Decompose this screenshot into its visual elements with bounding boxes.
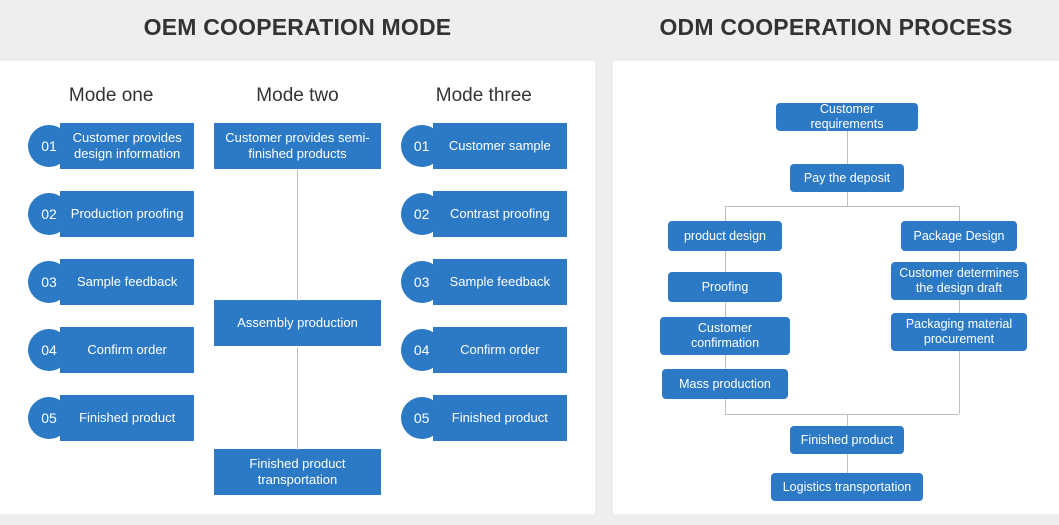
m3-num-1: 01	[401, 125, 443, 167]
m1-step-4: 04Confirm order	[28, 327, 194, 373]
m1-step-3: 03Sample feedback	[28, 259, 194, 305]
flow-edge-1	[847, 192, 848, 206]
m3-num-2: 02	[401, 193, 443, 235]
page-container: OEM COOPERATION MODE Mode one 01Customer…	[0, 0, 1059, 525]
odm-flowchart: Customer requirements Pay the deposit prod…	[613, 61, 1059, 514]
m1-box-3: Sample feedback	[60, 259, 194, 305]
oem-card: Mode one 01Customer provides design info…	[0, 61, 595, 514]
m1-step-2: 02Production proofing	[28, 191, 194, 237]
flow-edge-11	[959, 351, 960, 414]
m1-num-5: 05	[28, 397, 70, 439]
flow-node-pmp: Packaging material procurement	[891, 313, 1027, 351]
flow-edge-10	[959, 300, 960, 313]
m1-step-5: 05Finished product	[28, 395, 194, 441]
flow-node-cc: Customer confirmation	[660, 317, 790, 355]
mode-three-title: Mode three	[401, 85, 567, 107]
m1-num-2: 02	[28, 193, 70, 235]
mode-three-col: Mode three 01Customer sample 02Contrast …	[401, 85, 567, 514]
m3-box-3: Sample feedback	[433, 259, 567, 305]
flow-node-req: Customer requirements	[776, 103, 918, 131]
m3-box-5: Finished product	[433, 395, 567, 441]
oem-panel: OEM COOPERATION MODE Mode one 01Customer…	[0, 0, 595, 525]
oem-title: OEM COOPERATION MODE	[0, 0, 595, 61]
m2-box-3: Finished product transportation	[214, 449, 380, 495]
m2-conn-2	[297, 347, 298, 450]
flow-node-dep: Pay the deposit	[790, 164, 904, 192]
flow-node-prf: Proofing	[668, 272, 782, 302]
mode-two-col: Mode two Customer provides semi-finished…	[214, 85, 380, 514]
m2-box-2: Assembly production	[214, 300, 380, 346]
mode-one-col: Mode one 01Customer provides design info…	[28, 85, 194, 514]
m1-step-1: 01Customer provides design information	[28, 123, 194, 169]
flow-edge-5	[725, 251, 726, 272]
flow-edge-14	[847, 454, 848, 473]
mode-two-title: Mode two	[214, 85, 380, 107]
m1-num-4: 04	[28, 329, 70, 371]
flow-node-cdd: Customer determines the design draft	[891, 262, 1027, 300]
flow-edge-13	[847, 414, 848, 426]
flow-node-mp: Mass production	[662, 369, 788, 399]
m1-box-1: Customer provides design information	[60, 123, 194, 169]
m3-num-3: 03	[401, 261, 443, 303]
flow-edge-12	[725, 414, 959, 415]
m3-step-2: 02Contrast proofing	[401, 191, 567, 237]
m1-box-5: Finished product	[60, 395, 194, 441]
m2-conn-1	[297, 170, 298, 301]
m3-box-2: Contrast proofing	[433, 191, 567, 237]
m1-box-2: Production proofing	[60, 191, 194, 237]
mode-one-title: Mode one	[28, 85, 194, 107]
odm-card: Customer requirements Pay the deposit prod…	[613, 61, 1059, 514]
flow-node-fin: Finished product	[790, 426, 904, 454]
m3-box-4: Confirm order	[433, 327, 567, 373]
m3-step-4: 04Confirm order	[401, 327, 567, 373]
m1-num-3: 03	[28, 261, 70, 303]
flow-node-pd: product design	[668, 221, 782, 251]
flow-node-pkg: Package Design	[901, 221, 1017, 251]
odm-title: ODM COOPERATION PROCESS	[613, 0, 1059, 61]
flow-edge-4	[959, 206, 960, 221]
m3-num-5: 05	[401, 397, 443, 439]
flow-node-log: Logistics transportation	[771, 473, 923, 501]
odm-panel: ODM COOPERATION PROCESS Customer require…	[613, 0, 1059, 525]
m3-num-4: 04	[401, 329, 443, 371]
m1-num-1: 01	[28, 125, 70, 167]
flow-edge-8	[725, 399, 726, 414]
m3-box-1: Customer sample	[433, 123, 567, 169]
m1-box-4: Confirm order	[60, 327, 194, 373]
flow-edge-0	[847, 131, 848, 164]
flow-edge-7	[725, 355, 726, 369]
m3-step-3: 03Sample feedback	[401, 259, 567, 305]
m3-step-1: 01Customer sample	[401, 123, 567, 169]
m2-box-1: Customer provides semi-finished products	[214, 123, 380, 169]
flow-edge-9	[959, 251, 960, 262]
flow-edge-3	[725, 206, 726, 221]
m3-step-5: 05Finished product	[401, 395, 567, 441]
oem-modes: Mode one 01Customer provides design info…	[0, 61, 595, 514]
flow-edge-6	[725, 302, 726, 317]
flow-edge-2	[725, 206, 959, 207]
